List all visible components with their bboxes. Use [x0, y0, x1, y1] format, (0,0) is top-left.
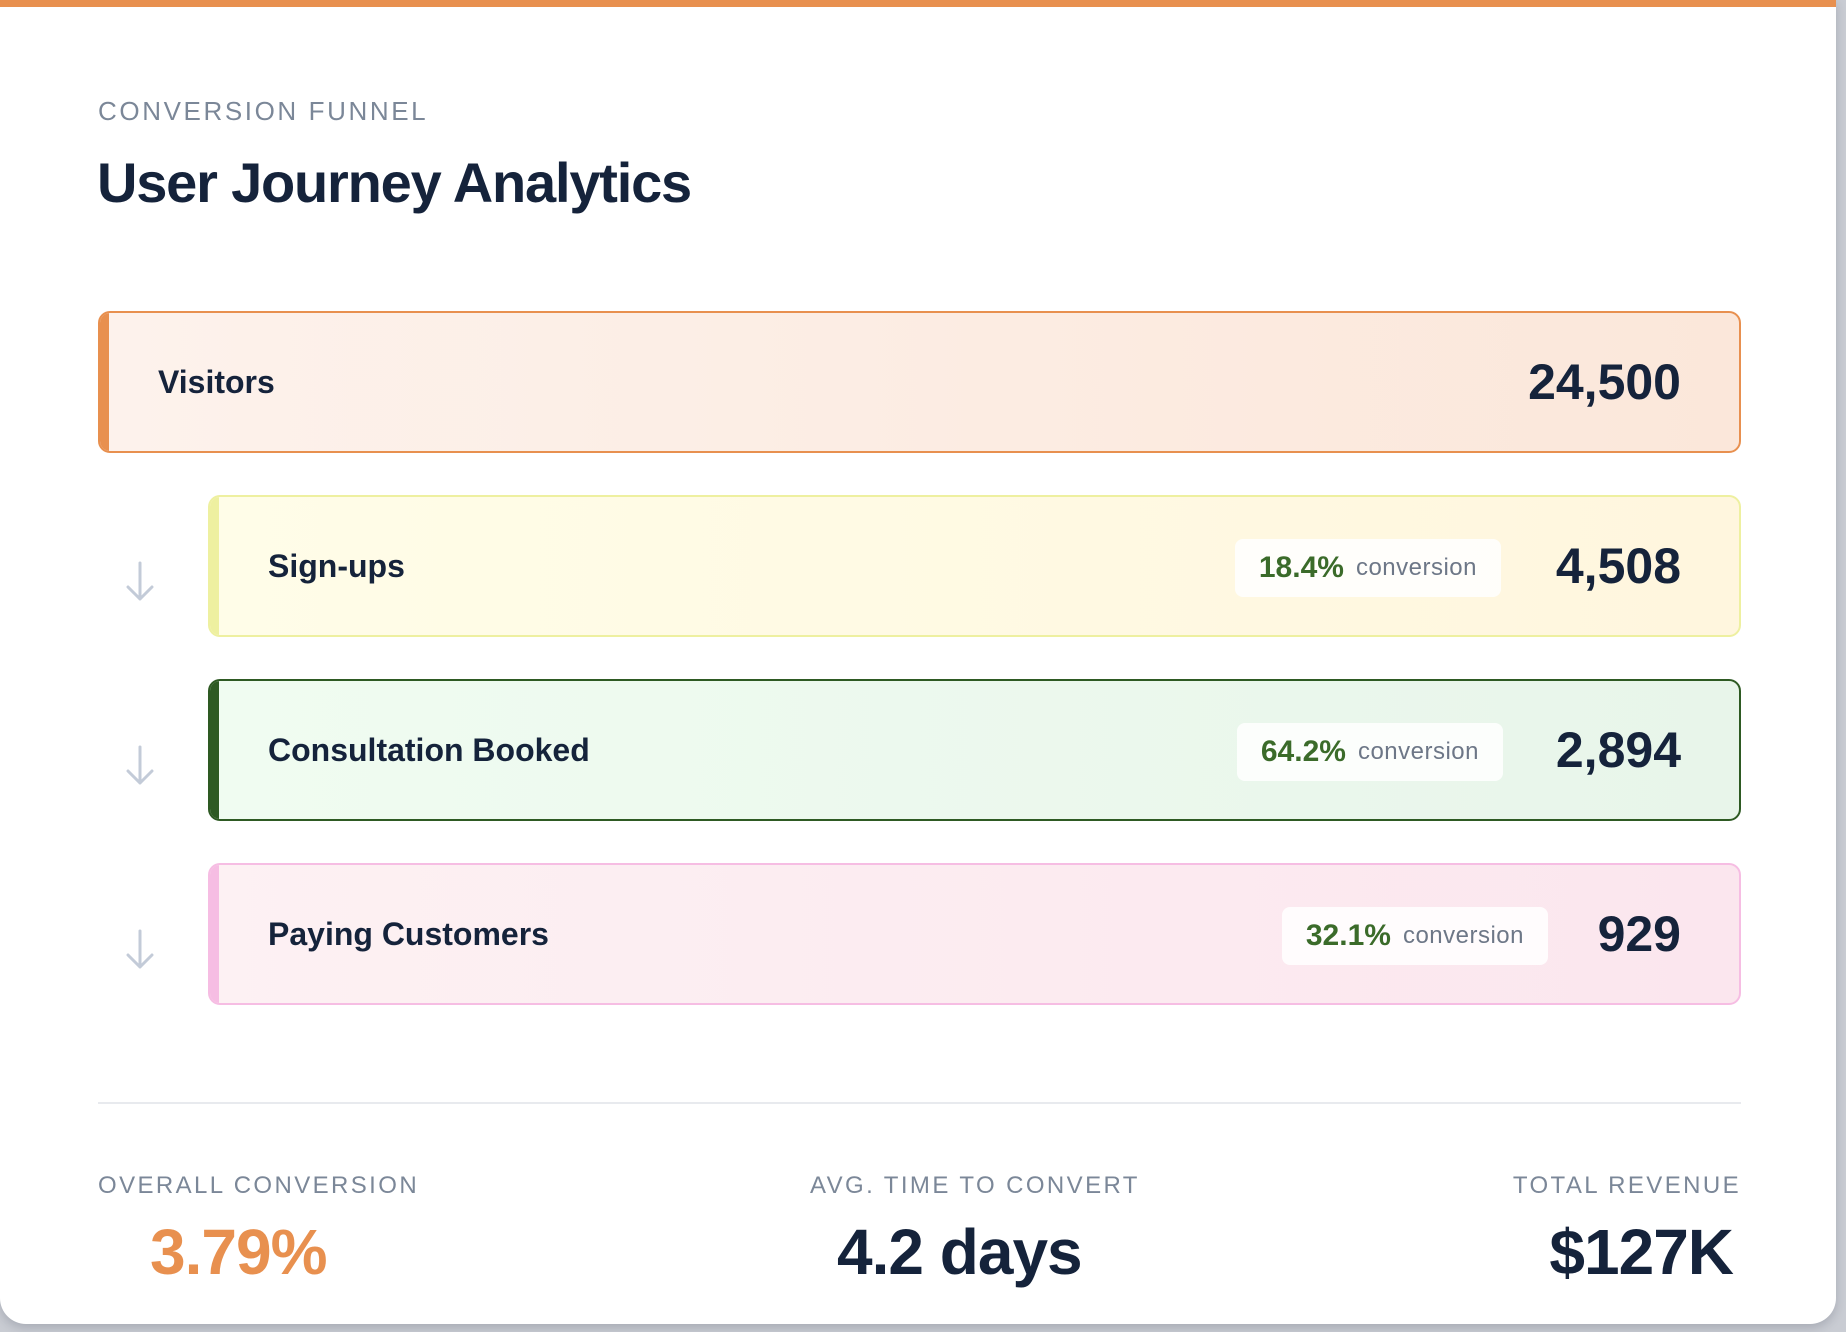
- card-accent-bar: [0, 0, 1836, 7]
- overall-conversion-value: 3.79%: [150, 1216, 327, 1288]
- stage-name: Visitors: [158, 363, 275, 400]
- funnel-stage-signups[interactable]: Sign-ups 18.4% conversion 4,508: [208, 495, 1741, 637]
- conversion-badge: 64.2% conversion: [1236, 723, 1503, 781]
- arrow-down-icon: [126, 929, 154, 969]
- stage-count: 4,508: [1555, 538, 1681, 594]
- card-eyebrow: CONVERSION FUNNEL: [98, 96, 429, 126]
- funnel-stage-paying-customers[interactable]: Paying Customers 32.1% conversion 929: [208, 863, 1741, 1005]
- conversion-label: conversion: [1357, 738, 1479, 765]
- stage-name: Paying Customers: [268, 915, 549, 952]
- overall-conversion-label: OVERALL CONVERSION: [98, 1172, 420, 1199]
- conversion-label: conversion: [1355, 554, 1477, 581]
- stage-count: 929: [1597, 906, 1681, 962]
- stage-accent: [210, 497, 219, 635]
- total-revenue-label: TOTAL REVENUE: [1512, 1172, 1741, 1199]
- stage-count: 2,894: [1555, 722, 1681, 778]
- conversion-percent: 64.2%: [1260, 735, 1346, 768]
- stage-count: 24,500: [1528, 354, 1681, 410]
- conversion-label: conversion: [1402, 922, 1524, 949]
- conversion-percent: 32.1%: [1305, 919, 1391, 952]
- arrow-down-icon: [126, 561, 154, 601]
- conversion-badge: 18.4% conversion: [1234, 539, 1501, 597]
- stage-accent: [210, 865, 219, 1003]
- divider: [98, 1102, 1741, 1104]
- total-revenue-value: $127K: [1549, 1216, 1734, 1288]
- page-title: User Journey Analytics: [97, 151, 692, 214]
- stage-name: Consultation Booked: [268, 731, 590, 768]
- funnel-stage-consultation[interactable]: Consultation Booked 64.2% conversion 2,8…: [208, 679, 1741, 821]
- stage-accent: [100, 313, 109, 451]
- arrow-down-icon: [126, 745, 154, 785]
- avg-time-label: AVG. TIME TO CONVERT: [810, 1172, 1140, 1199]
- stage-accent: [210, 681, 219, 819]
- stage-name: Sign-ups: [268, 547, 405, 584]
- conversion-badge: 32.1% conversion: [1281, 907, 1548, 965]
- conversion-percent: 18.4%: [1258, 551, 1344, 584]
- avg-time-value: 4.2 days: [837, 1216, 1083, 1288]
- funnel-stage-visitors[interactable]: Visitors 24,500: [98, 311, 1741, 453]
